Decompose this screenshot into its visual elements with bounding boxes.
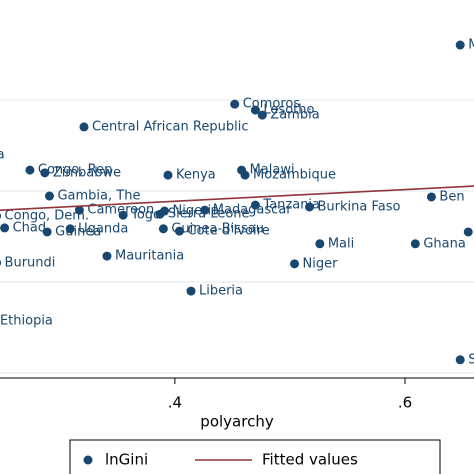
point-label: M: [468, 38, 474, 53]
x-axis-label: polyarchy: [200, 413, 274, 431]
point: [410, 239, 420, 249]
point-label: Congo, Rep.: [38, 163, 117, 178]
point-label: Ben: [439, 189, 464, 204]
point: [25, 165, 35, 175]
point-label: Mozambique: [253, 168, 336, 183]
point: [455, 355, 465, 365]
point-label: Uganda: [78, 221, 128, 236]
legend-marker: [83, 455, 93, 465]
point: [118, 210, 128, 220]
point-label: Guinea-Bissau: [171, 221, 264, 236]
point: [65, 224, 75, 234]
point-label: Nigeria: [173, 204, 220, 219]
point: [74, 205, 84, 215]
point-label: Congo, Dem.: [5, 209, 90, 224]
point-label: Burkina Faso: [317, 199, 400, 214]
fit-line: [0, 185, 474, 211]
point-label: Burundi: [5, 255, 56, 270]
point-label: Lesotho: [263, 103, 314, 118]
point-label: Niger: [303, 256, 339, 271]
point: [426, 192, 436, 202]
legend-label: lnGini: [105, 451, 148, 469]
point: [250, 200, 260, 210]
point: [79, 122, 89, 132]
point: [257, 110, 267, 120]
point-label: Mauritania: [115, 249, 184, 264]
legend-label: Fitted values: [262, 451, 358, 469]
point: [250, 105, 260, 115]
point-label: Cote d'Ivoire: [187, 224, 269, 239]
point-label: Zimbabwe: [53, 165, 121, 180]
point: [158, 224, 168, 234]
point: [44, 191, 54, 201]
x-tick-label: .6: [398, 394, 412, 412]
point: [102, 251, 112, 261]
point-label: Ghana: [423, 236, 466, 251]
point: [463, 227, 473, 237]
point-label: Chad: [13, 220, 47, 235]
point-label: Kenya: [176, 168, 216, 183]
point: [163, 170, 173, 180]
axis: polyarchy .4 .6: [168, 378, 412, 431]
point-label: Togo: [130, 208, 161, 223]
point: [42, 227, 52, 237]
point: [290, 259, 300, 269]
point: [155, 209, 165, 219]
point: [174, 226, 184, 236]
grid: [0, 99, 474, 374]
point: [40, 168, 50, 178]
point-label: Madagascar: [213, 203, 293, 218]
point-label: Sierra Leone: [168, 207, 250, 222]
point-label: la: [0, 148, 5, 163]
legend: lnGini Fitted values: [69, 439, 441, 474]
point: [186, 286, 196, 296]
point: [304, 202, 314, 212]
point-label: Cameroon: [87, 203, 154, 218]
point: [240, 170, 250, 180]
point-label: S: [468, 352, 474, 367]
point: [0, 260, 2, 266]
point: [455, 40, 465, 50]
point: [315, 239, 325, 249]
point-label: Zambia: [270, 108, 319, 123]
point-label: Malawi: [250, 163, 295, 178]
point: [0, 213, 2, 219]
point-label: Mali: [328, 236, 354, 251]
legend-box: [69, 439, 441, 474]
point-label: Ethiopia: [0, 314, 53, 329]
point: [0, 223, 10, 233]
point-label: Liberia: [199, 284, 243, 299]
x-tick-label: .4: [168, 394, 182, 412]
point-label: Central African Republic: [92, 119, 248, 134]
point-label: Gambia, The: [57, 189, 140, 204]
point: [230, 99, 240, 109]
point: [200, 205, 210, 215]
